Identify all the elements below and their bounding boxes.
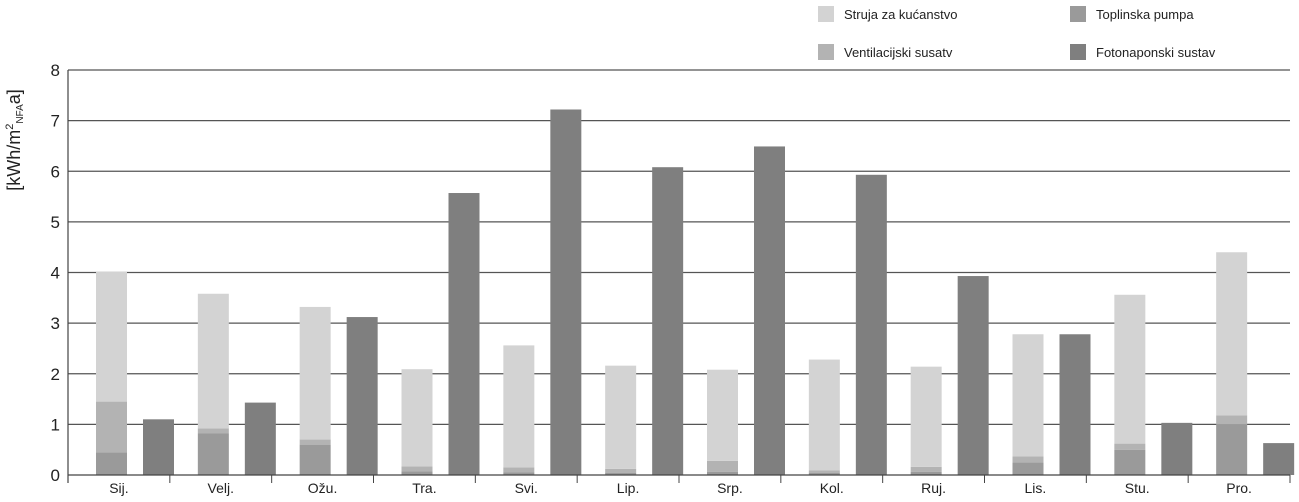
bar-segment-toplinska-pumpa bbox=[197, 433, 229, 475]
legend-swatch-heatpump bbox=[1070, 6, 1086, 22]
bar-segment-toplinska-pumpa bbox=[1012, 462, 1044, 475]
bar-segment-toplinska-pumpa bbox=[96, 452, 127, 475]
bar-segment-struja-za-ku-anstvo bbox=[197, 293, 229, 429]
bar-fotonaponski-sustav bbox=[1263, 443, 1295, 475]
bars-layer bbox=[96, 109, 1295, 476]
bar-segment-toplinska-pumpa bbox=[910, 471, 942, 475]
y-tick-label: 1 bbox=[51, 415, 60, 434]
bar-segment-toplinska-pumpa bbox=[401, 471, 433, 475]
bar-fotonaponski-sustav bbox=[754, 146, 785, 475]
bar-segment-struja-za-ku-anstvo bbox=[1012, 334, 1044, 457]
bar-segment-ventilacijski-susatv bbox=[910, 466, 942, 472]
bar-fotonaponski-sustav bbox=[448, 193, 480, 476]
y-tick-label: 8 bbox=[51, 61, 60, 80]
legend: Struja za kućanstvo Toplinska pumpa Vent… bbox=[818, 6, 1288, 66]
bar-segment-struja-za-ku-anstvo bbox=[707, 369, 738, 461]
y-axis-title: [kWh/m2NFAa] bbox=[4, 89, 26, 191]
bar-fotonaponski-sustav bbox=[346, 317, 378, 475]
y-tick-label: 0 bbox=[51, 466, 60, 485]
x-tick-label: Tra. bbox=[412, 480, 436, 496]
legend-swatch-household bbox=[818, 6, 834, 22]
bar-segment-struja-za-ku-anstvo bbox=[1114, 294, 1146, 444]
bar-segment-struja-za-ku-anstvo bbox=[910, 366, 942, 467]
bar-fotonaponski-sustav bbox=[855, 174, 887, 475]
legend-swatch-ventilation bbox=[818, 44, 834, 60]
bar-segment-ventilacijski-susatv bbox=[96, 401, 127, 453]
bar-fotonaponski-sustav bbox=[244, 402, 276, 475]
bar-segment-toplinska-pumpa bbox=[1114, 449, 1146, 475]
bar-segment-struja-za-ku-anstvo bbox=[1216, 252, 1248, 416]
bar-segment-ventilacijski-susatv bbox=[1216, 415, 1248, 425]
legend-label-ventilation: Ventilacijski susatv bbox=[844, 44, 953, 60]
legend-label-heatpump: Toplinska pumpa bbox=[1096, 6, 1194, 22]
x-tick-label: Svi. bbox=[515, 480, 538, 496]
bar-segment-struja-za-ku-anstvo bbox=[808, 359, 840, 471]
legend-swatch-photovoltaic bbox=[1070, 44, 1086, 60]
bar-segment-toplinska-pumpa bbox=[605, 472, 637, 475]
axis-layer: 0 1 2 3 4 5 6 7 8 Sij. Velj. Ožu. Tra. Svi. Lip. Srp. Ko… bbox=[51, 61, 1291, 496]
x-tick-label: Kol. bbox=[820, 480, 844, 496]
bar-fotonaponski-sustav bbox=[1161, 422, 1193, 475]
x-tick-label: Ruj. bbox=[921, 480, 946, 496]
bar-segment-ventilacijski-susatv bbox=[299, 439, 331, 445]
x-tick-label: Ožu. bbox=[308, 480, 338, 496]
legend-item-heatpump: Toplinska pumpa bbox=[1070, 6, 1194, 22]
y-tick-label: 4 bbox=[51, 264, 60, 283]
bar-segment-struja-za-ku-anstvo bbox=[503, 345, 535, 468]
bar-segment-toplinska-pumpa bbox=[707, 471, 738, 475]
bar-segment-ventilacijski-susatv bbox=[401, 466, 433, 472]
legend-label-household: Struja za kućanstvo bbox=[844, 6, 958, 22]
x-tick-label: Sij. bbox=[109, 480, 128, 496]
bar-segment-struja-za-ku-anstvo bbox=[605, 365, 637, 469]
bar-segment-ventilacijski-susatv bbox=[808, 470, 840, 473]
y-tick-label: 5 bbox=[51, 213, 60, 232]
y-tick-label: 6 bbox=[51, 162, 60, 181]
bar-segment-struja-za-ku-anstvo bbox=[299, 306, 331, 440]
bar-fotonaponski-sustav bbox=[652, 167, 684, 475]
y-tick-label: 7 bbox=[51, 112, 60, 131]
x-tick-label: Srp. bbox=[717, 480, 743, 496]
bar-segment-ventilacijski-susatv bbox=[197, 428, 229, 434]
bar-segment-toplinska-pumpa bbox=[299, 444, 331, 475]
legend-item-household: Struja za kućanstvo bbox=[818, 6, 957, 22]
bar-segment-ventilacijski-susatv bbox=[503, 467, 535, 473]
bar-segment-ventilacijski-susatv bbox=[1114, 443, 1146, 450]
x-tick-label: Stu. bbox=[1125, 480, 1150, 496]
bar-segment-ventilacijski-susatv bbox=[707, 460, 738, 472]
bar-segment-ventilacijski-susatv bbox=[1012, 456, 1044, 463]
bar-fotonaponski-sustav bbox=[957, 276, 989, 475]
legend-item-ventilation: Ventilacijski susatv bbox=[818, 44, 952, 60]
bar-segment-struja-za-ku-anstvo bbox=[401, 369, 433, 467]
bar-fotonaponski-sustav bbox=[550, 109, 582, 476]
legend-label-photovoltaic: Fotonaponski sustav bbox=[1096, 44, 1216, 60]
y-tick-label: 2 bbox=[51, 365, 60, 384]
x-tick-label: Lis. bbox=[1025, 480, 1047, 496]
bar-segment-ventilacijski-susatv bbox=[605, 468, 637, 473]
bar-segment-toplinska-pumpa bbox=[808, 472, 840, 475]
bar-segment-toplinska-pumpa bbox=[503, 472, 535, 475]
bar-segment-struja-za-ku-anstvo bbox=[96, 271, 127, 402]
bar-fotonaponski-sustav bbox=[143, 419, 174, 475]
x-tick-label: Lip. bbox=[617, 480, 640, 496]
y-tick-label: 3 bbox=[51, 314, 60, 333]
x-tick-label: Pro. bbox=[1226, 480, 1252, 496]
x-tick-label: Velj. bbox=[208, 480, 234, 496]
bar-segment-toplinska-pumpa bbox=[1216, 424, 1248, 475]
legend-item-photovoltaic: Fotonaponski sustav bbox=[1070, 44, 1215, 60]
bar-fotonaponski-sustav bbox=[1059, 334, 1091, 475]
